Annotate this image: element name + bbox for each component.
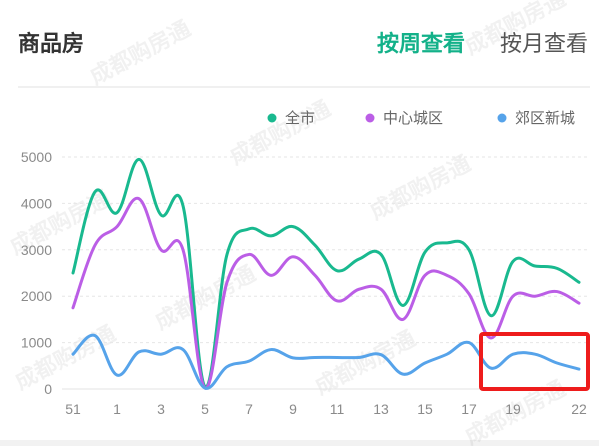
x-axis-ticks: 51 1 3 5 7 9 11 13 15 17 19 22: [65, 401, 587, 417]
x-tick-label: 22: [571, 401, 587, 417]
watermark-text: 成都购房通: [86, 16, 195, 91]
y-tick-label: 4000: [21, 195, 52, 211]
watermark-text: 成都购房通: [226, 96, 335, 171]
watermark-text: 成都购房通: [151, 261, 260, 336]
x-tick-label: 13: [373, 401, 389, 417]
series-line-1: [71, 157, 581, 389]
legend-item-3[interactable]: 郊区新城: [497, 109, 576, 127]
x-tick-label: 19: [505, 401, 521, 417]
x-tick-label: 5: [201, 401, 209, 417]
x-tick-label: 9: [289, 401, 297, 417]
y-axis-ticks: 0 1000 2000 3000 4000 5000: [21, 149, 52, 397]
x-tick-label: 7: [245, 401, 253, 417]
series-lines: [71, 157, 581, 390]
tab-weekly[interactable]: 按周查看: [377, 32, 466, 57]
watermark-text: 成都购房通: [461, 0, 570, 60]
legend-dot: [365, 113, 375, 123]
legend-item-1[interactable]: 全市: [267, 109, 316, 127]
legend-label: 中心城区: [383, 109, 443, 127]
header-divider: [18, 86, 590, 88]
legend-dot: [267, 113, 277, 123]
x-tick-label: 51: [65, 401, 81, 417]
x-tick-label: 15: [417, 401, 433, 417]
legend-label: 全市: [285, 109, 315, 127]
watermark-text: 成都购房通: [366, 151, 475, 226]
legend[interactable]: 全市 中心城区 郊区新城: [267, 109, 576, 127]
series-line-3: [71, 333, 581, 390]
x-tick-label: 1: [113, 401, 121, 417]
tab-monthly[interactable]: 按月查看: [500, 32, 589, 57]
y-tick-label: 0: [44, 381, 52, 397]
watermark-layer: 成都购房通成都购房通成都购房通成都购房通成都购房通成都购房通成都购房通成都购房通…: [6, 0, 570, 446]
y-tick-label: 2000: [21, 288, 52, 304]
x-tick-label: 17: [461, 401, 477, 417]
y-tick-label: 5000: [21, 149, 52, 165]
legend-label: 郊区新城: [515, 109, 575, 127]
y-tick-label: 3000: [21, 242, 52, 258]
x-tick-label: 11: [330, 401, 345, 417]
x-tick-label: 3: [157, 401, 165, 417]
watermark-text: 成都购房通: [11, 321, 120, 396]
legend-item-2[interactable]: 中心城区: [365, 109, 444, 127]
series-line-2: [71, 196, 581, 390]
y-tick-label: 1000: [21, 335, 52, 351]
highlight-box: [479, 332, 590, 391]
page-title: 商品房: [18, 32, 85, 57]
legend-dot: [497, 113, 507, 123]
